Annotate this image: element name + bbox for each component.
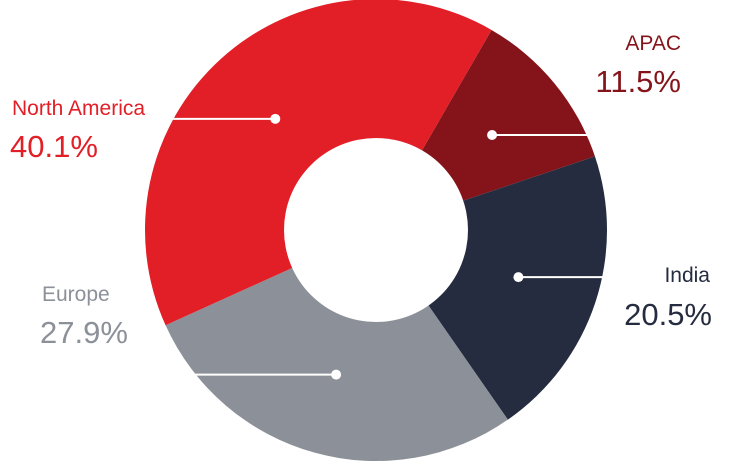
label-europe-value: 27.9% bbox=[40, 315, 128, 350]
donut-hole bbox=[284, 138, 468, 322]
label-north-america-name: North America bbox=[12, 97, 145, 120]
label-apac-name: APAC bbox=[625, 32, 681, 55]
label-north-america-value: 40.1% bbox=[10, 129, 98, 164]
label-europe-name: Europe bbox=[42, 283, 110, 306]
slice-europe bbox=[165, 230, 508, 462]
leader-lines bbox=[143, 113, 609, 380]
label-apac-value: 11.5% bbox=[595, 64, 681, 99]
label-india-name: India bbox=[664, 264, 710, 287]
leader-dot-india bbox=[513, 272, 524, 283]
leader-dot-europe bbox=[331, 369, 342, 380]
leader-dot-north-america bbox=[270, 113, 281, 124]
leader-dot-apac bbox=[487, 129, 498, 140]
label-india-value: 20.5% bbox=[624, 297, 712, 332]
